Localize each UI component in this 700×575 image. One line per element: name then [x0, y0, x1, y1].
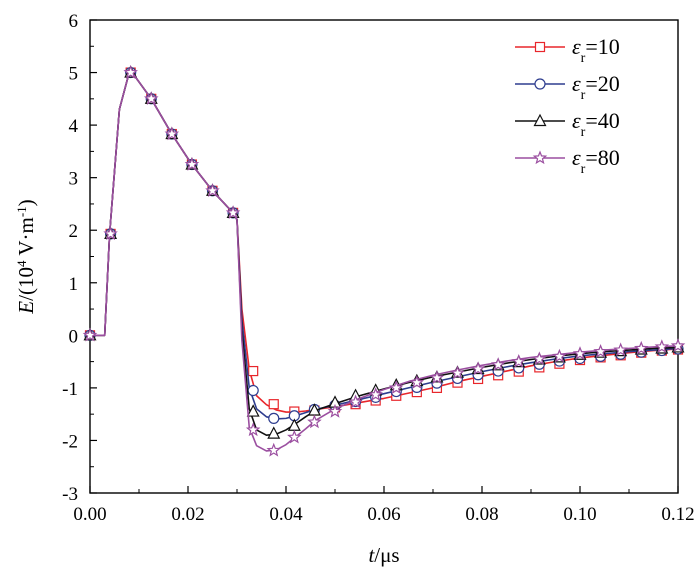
- data-point: [123, 64, 138, 79]
- y-tick-label: 6: [69, 11, 79, 32]
- data-point: [572, 346, 588, 360]
- data-point: [82, 327, 98, 342]
- y-tick-label: 1: [69, 274, 79, 295]
- data-point: [246, 404, 260, 417]
- data-point: [247, 384, 259, 397]
- data-point: [490, 357, 506, 371]
- series-layer: [82, 64, 686, 457]
- data-point: [307, 414, 322, 429]
- x-axis-label: t/μs: [368, 543, 399, 567]
- legend-item: εr=80: [515, 145, 620, 177]
- data-point: [348, 394, 363, 409]
- y-tick-label: 3: [69, 169, 79, 190]
- data-point: [670, 338, 686, 353]
- data-point: [164, 126, 180, 141]
- legend-marker: [533, 113, 547, 127]
- x-tick-label: 0.12: [661, 504, 694, 525]
- x-tick-label: 0.04: [269, 504, 303, 525]
- legend-label: εr=40: [572, 108, 620, 140]
- data-point: [633, 340, 649, 355]
- data-point: [368, 387, 383, 401]
- data-point: [248, 365, 259, 377]
- data-point: [409, 374, 425, 389]
- y-tick-label: 4: [69, 116, 79, 137]
- data-point: [287, 429, 302, 444]
- legend-item: εr=40: [515, 108, 620, 140]
- data-point: [245, 422, 261, 437]
- data-point: [654, 339, 670, 354]
- y-axis-label: E/(104 V·m-1): [14, 199, 39, 314]
- x-tick-label: 0.02: [171, 504, 204, 525]
- data-point: [593, 343, 608, 358]
- data-point: [327, 403, 343, 418]
- series-4: [82, 64, 686, 457]
- y-tick-label: -2: [62, 431, 78, 452]
- data-point: [429, 370, 445, 385]
- x-tick-label: 0.00: [73, 504, 106, 525]
- legend: εr=10 εr=20 εr=40 εr=80: [515, 34, 620, 177]
- y-tick-label: 2: [69, 221, 79, 242]
- y-tick-label: 0: [69, 326, 79, 347]
- data-point: [268, 399, 279, 410]
- x-axis: 0.00 0.02 0.04 0.06 0.08 0.10 0.12: [73, 486, 695, 525]
- data-point: [225, 205, 241, 220]
- data-point: [532, 351, 547, 366]
- legend-item: εr=20: [515, 71, 620, 103]
- legend-label: εr=10: [572, 34, 620, 66]
- data-point: [470, 361, 486, 376]
- data-point: [450, 365, 465, 380]
- y-tick-label: -1: [62, 379, 78, 400]
- data-point: [184, 156, 200, 171]
- data-point: [267, 426, 281, 439]
- data-point: [552, 348, 567, 363]
- x-tick-label: 0.08: [465, 504, 498, 525]
- data-point: [103, 226, 118, 241]
- y-axis: -3 -2 -1 0 1 2 3 4 5 6: [62, 11, 97, 505]
- legend-label: εr=80: [572, 145, 620, 177]
- data-point: [613, 342, 628, 357]
- legend-label: εr=20: [572, 71, 620, 103]
- data-point: [268, 412, 280, 424]
- data-point: [143, 91, 159, 106]
- x-tick-label: 0.06: [367, 504, 400, 525]
- y-tick-label: -3: [62, 484, 78, 505]
- data-point: [205, 183, 220, 197]
- x-tick-label: 0.10: [563, 504, 596, 525]
- legend-marker: [534, 78, 546, 90]
- legend-marker: [532, 150, 548, 165]
- data-point: [266, 442, 282, 457]
- data-point: [388, 380, 404, 395]
- data-point: [511, 353, 527, 368]
- legend-marker: [534, 41, 546, 53]
- legend-item: εr=10: [515, 34, 620, 66]
- y-tick-label: 5: [69, 64, 79, 85]
